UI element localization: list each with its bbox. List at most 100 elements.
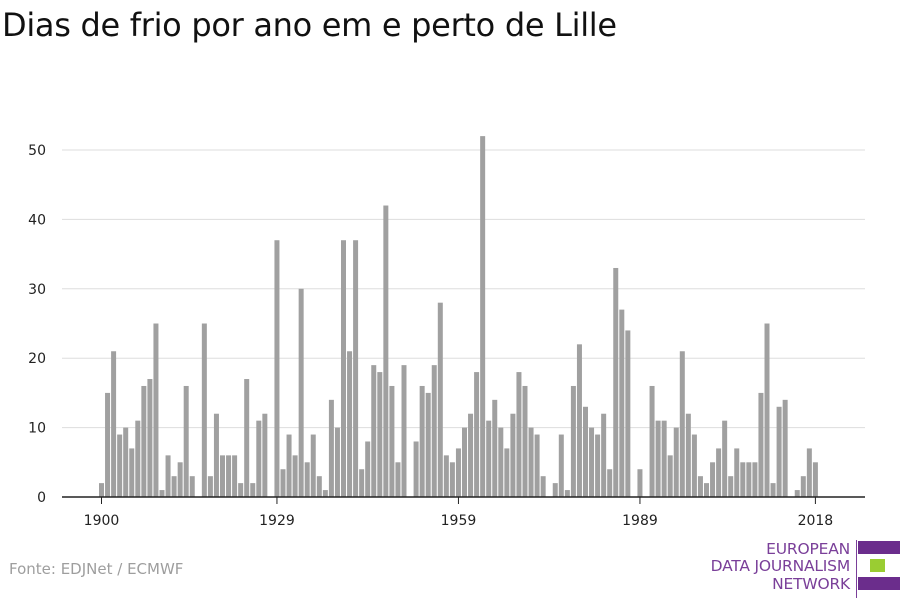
bar-1954 <box>425 392 431 497</box>
bar-1977 <box>564 490 570 497</box>
bar-1920 <box>220 455 225 497</box>
x-tick-label: 1989 <box>622 513 658 529</box>
bar-1952 <box>413 441 419 497</box>
bar-1948 <box>389 385 395 497</box>
bar-1994 <box>667 455 673 497</box>
bar-1996 <box>679 351 685 497</box>
bar-1975 <box>552 483 558 497</box>
bar-1942 <box>353 240 359 497</box>
bar-1960 <box>462 427 467 497</box>
bar-1959 <box>455 448 461 497</box>
bar-2009 <box>758 392 764 497</box>
logo-line-network: NETWORK <box>772 575 850 593</box>
bar-1949 <box>395 462 401 497</box>
bar-1930 <box>280 469 286 497</box>
bar-1932 <box>292 455 298 497</box>
bar-1972 <box>534 434 540 497</box>
bar-1910 <box>159 490 165 497</box>
y-tick-label: 20 <box>28 351 46 367</box>
bar-1915 <box>189 476 195 497</box>
bar-2007 <box>746 462 752 497</box>
bar-1938 <box>328 399 334 497</box>
bar-2000 <box>704 483 709 497</box>
bar-1919 <box>213 413 219 497</box>
bar-1944 <box>365 441 371 497</box>
bar-1978 <box>570 385 576 497</box>
bar-1904 <box>123 427 129 497</box>
bars <box>99 136 818 497</box>
bar-2012 <box>776 406 782 497</box>
bar-1955 <box>431 365 437 497</box>
bar-1909 <box>153 323 159 497</box>
bar-2016 <box>800 476 806 497</box>
bar-1982 <box>595 434 601 497</box>
bar-1989 <box>637 469 643 497</box>
bar-1921 <box>226 455 232 497</box>
bar-1943 <box>359 469 365 497</box>
bar-2001 <box>710 462 716 497</box>
bar-2015 <box>794 490 800 497</box>
bar-1903 <box>117 434 123 497</box>
bar-1950 <box>401 365 407 497</box>
bar-1999 <box>697 476 703 497</box>
bar-2011 <box>770 483 776 497</box>
bar-1900 <box>99 483 104 497</box>
bar-1940 <box>341 240 346 497</box>
bar-1914 <box>183 385 189 497</box>
y-tick-label: 0 <box>37 490 46 506</box>
bar-2013 <box>782 399 788 497</box>
bar-1934 <box>304 462 310 497</box>
bar-1936 <box>316 476 322 497</box>
bar-1973 <box>540 476 546 497</box>
axes: 0 10 20 30 40 50 1900 1929 1959 1989 2018 <box>28 143 865 529</box>
bar-2010 <box>764 323 770 497</box>
bar-1993 <box>661 420 667 497</box>
bar-1985 <box>613 267 619 497</box>
bar-1912 <box>171 476 177 497</box>
gridlines <box>62 149 865 429</box>
bar-2005 <box>734 448 740 497</box>
bar-1981 <box>589 427 595 497</box>
bar-1913 <box>177 462 183 497</box>
bar-1995 <box>673 427 679 497</box>
bar-2002 <box>716 448 722 497</box>
logo-line-european: EUROPEAN <box>766 540 850 558</box>
bar-1901 <box>105 392 111 497</box>
bar-1971 <box>528 427 534 497</box>
bar-2003 <box>722 420 728 497</box>
bar-1911 <box>165 455 171 497</box>
bar-2008 <box>752 462 758 497</box>
bar-1922 <box>232 455 238 497</box>
bar-1935 <box>310 434 316 497</box>
bar-2004 <box>728 476 734 497</box>
y-tick-label: 50 <box>28 143 46 159</box>
bar-1924 <box>244 379 250 497</box>
bar-2006 <box>740 462 746 497</box>
bar-1923 <box>238 483 244 497</box>
logo-bar-bottom <box>858 577 900 590</box>
bar-1905 <box>129 448 135 497</box>
bar-1947 <box>383 205 389 497</box>
logo-divider <box>856 540 857 598</box>
bar-1926 <box>256 420 262 497</box>
y-tick-label: 30 <box>28 282 46 298</box>
bar-1968 <box>510 413 516 497</box>
bar-1917 <box>201 323 207 497</box>
bar-1979 <box>576 344 582 497</box>
bar-1970 <box>522 385 528 497</box>
source-credit: Fonte: EDJNet / ECMWF <box>9 560 184 578</box>
bar-1992 <box>655 420 661 497</box>
bar-1962 <box>474 372 480 497</box>
bar-1966 <box>498 427 504 497</box>
edjnet-logo: EUROPEAN DATA JOURNALISM NETWORK <box>700 540 900 598</box>
bar-1957 <box>443 455 449 497</box>
bar-1987 <box>625 330 631 497</box>
x-tick-label: 1959 <box>441 513 477 529</box>
bar-1963 <box>480 136 486 497</box>
bar-1906 <box>135 420 141 497</box>
bar-1997 <box>685 413 691 497</box>
x-tick-label: 1929 <box>259 513 295 529</box>
bar-1991 <box>649 385 655 497</box>
logo-bar-middle <box>870 559 885 572</box>
logo-bar-top <box>858 541 900 554</box>
